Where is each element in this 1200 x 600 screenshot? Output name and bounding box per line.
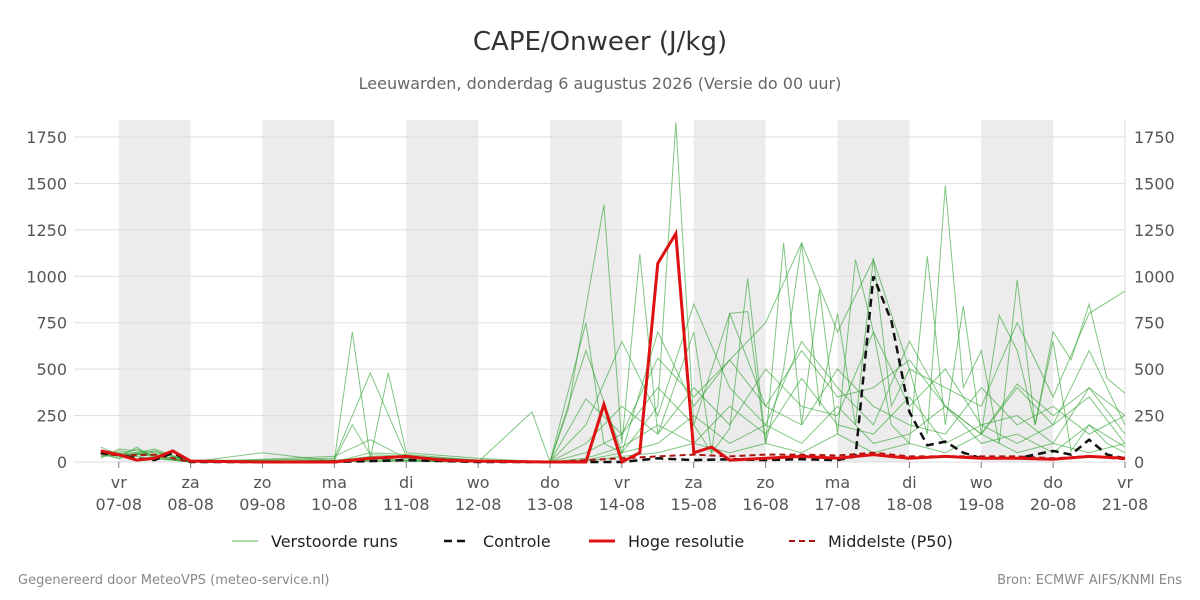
- x-tick-day: do: [1043, 473, 1063, 492]
- shaded-day-band: [262, 120, 335, 462]
- x-tick-day: za: [685, 473, 703, 492]
- legend-label-hires: Hoge resolutie: [628, 532, 744, 551]
- x-tick-day: di: [902, 473, 917, 492]
- x-tick-date: 11-08: [383, 495, 430, 514]
- x-tick-date: 09-08: [239, 495, 286, 514]
- x-tick-date: 10-08: [311, 495, 358, 514]
- x-tick-date: 13-08: [527, 495, 574, 514]
- y-tick-label: 750: [36, 314, 67, 333]
- x-tick-day: ma: [322, 473, 347, 492]
- hires-line: [100, 228, 1126, 465]
- ensemble-member-line: [100, 204, 1126, 463]
- x-tick-date: 18-08: [886, 495, 933, 514]
- day-shading: [118, 120, 1054, 462]
- x-tick-day: wo: [970, 473, 993, 492]
- x-tick-date: 21-08: [1102, 495, 1149, 514]
- y-tick-label-right: 0: [1134, 453, 1144, 472]
- y-axis-left: 0 250 500 750 1000 1250 1500 1750: [26, 128, 67, 472]
- y-tick-label: 1750: [26, 128, 67, 147]
- y-tick-label-right: 250: [1134, 407, 1165, 426]
- y-tick-label-right: 500: [1134, 360, 1165, 379]
- shaded-day-band: [837, 120, 910, 462]
- x-tick-day: ma: [825, 473, 850, 492]
- y-tick-label-right: 750: [1134, 314, 1165, 333]
- legend: Verstoorde runs Controle Hoge resolutie Mid…: [232, 532, 953, 551]
- x-tick-date: 08-08: [167, 495, 214, 514]
- footer-generated-by: Gegenereerd door MeteoVPS (meteo-service…: [18, 573, 329, 588]
- x-tick-day: vr: [111, 473, 127, 492]
- x-tick-day: do: [540, 473, 560, 492]
- shaded-day-band: [981, 120, 1054, 462]
- chart-title: CAPE/Onweer (J/kg): [473, 27, 727, 57]
- x-tick-date: 07-08: [96, 495, 143, 514]
- x-tick-day: di: [399, 473, 414, 492]
- ensemble-member-line: [100, 349, 1126, 464]
- x-tick-date: 14-08: [599, 495, 646, 514]
- x-tick-date: 15-08: [671, 495, 718, 514]
- y-tick-label: 1250: [26, 221, 67, 240]
- ensemble-member-line: [100, 241, 1126, 463]
- shaded-day-band: [118, 120, 191, 462]
- x-tick-day: zo: [757, 473, 775, 492]
- x-tick-date: 17-08: [814, 495, 861, 514]
- y-tick-label-right: 1250: [1134, 221, 1175, 240]
- y-tick-label-right: 1750: [1134, 128, 1175, 147]
- x-tick-day: wo: [467, 473, 490, 492]
- x-tick-day: vr: [614, 473, 630, 492]
- x-tick-date: 20-08: [1030, 495, 1077, 514]
- legend-label-median: Middelste (P50): [828, 532, 953, 551]
- chart-subtitle: Leeuwarden, donderdag 6 augustus 2026 (V…: [359, 74, 842, 93]
- x-tick-date: 19-08: [958, 495, 1005, 514]
- y-tick-label: 1500: [26, 174, 67, 193]
- x-tick-date: 16-08: [742, 495, 789, 514]
- shaded-day-band: [693, 120, 766, 462]
- legend-label-control: Controle: [483, 532, 551, 551]
- legend-label-ensemble: Verstoorde runs: [271, 532, 398, 551]
- y-tick-label-right: 1000: [1134, 267, 1175, 286]
- y-tick-label: 0: [57, 453, 67, 472]
- x-tick-day: za: [182, 473, 200, 492]
- y-tick-label: 500: [36, 360, 67, 379]
- shaded-day-band: [550, 120, 622, 462]
- y-tick-label-right: 1500: [1134, 174, 1175, 193]
- x-tick-day: zo: [253, 473, 271, 492]
- y-axis-right: 0 250 500 750 1000 1250 1500 1750: [1134, 128, 1175, 472]
- series-lines: [100, 122, 1126, 465]
- x-axis: vr 07-08 za 08-08 zo 09-08 ma 10-08 di 11-08 wo 12-…: [96, 462, 1149, 514]
- y-tick-label: 250: [36, 407, 67, 426]
- y-tick-label: 1000: [26, 267, 67, 286]
- x-tick-date: 12-08: [455, 495, 502, 514]
- x-tick-day: vr: [1117, 473, 1133, 492]
- footer-source: Bron: ECMWF AIFS/KNMI Ens: [997, 573, 1182, 588]
- shaded-day-band: [406, 120, 479, 462]
